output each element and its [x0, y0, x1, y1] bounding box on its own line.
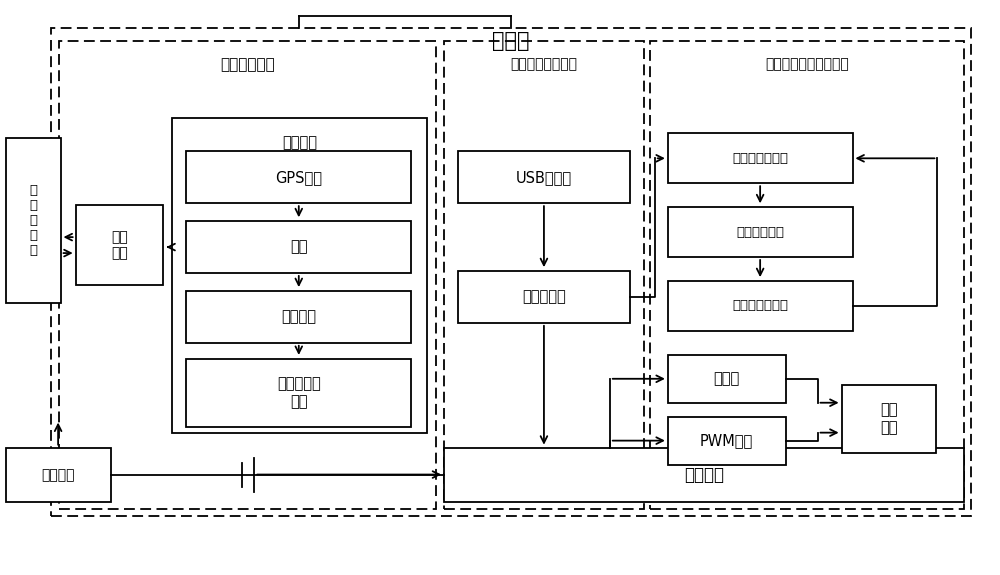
- Bar: [668, 207, 853, 257]
- Bar: [6, 139, 61, 303]
- Text: 地
面
控
制
站: 地 面 控 制 站: [29, 184, 37, 257]
- Bar: [59, 41, 436, 509]
- Text: 无刷电机: 无刷电机: [281, 309, 316, 324]
- Bar: [668, 281, 853, 331]
- Text: 传感采集处理系统: 传感采集处理系统: [510, 58, 577, 71]
- Bar: [444, 447, 964, 503]
- Text: 视频解码器: 视频解码器: [522, 289, 566, 305]
- Bar: [186, 359, 411, 427]
- Text: 电调: 电调: [290, 240, 308, 255]
- Bar: [186, 291, 411, 343]
- Text: 姿态反馈元器件: 姿态反馈元器件: [732, 300, 788, 312]
- Bar: [458, 271, 630, 323]
- Bar: [6, 447, 111, 503]
- Bar: [186, 221, 411, 273]
- Bar: [458, 151, 630, 203]
- Text: 飞行主控系统: 飞行主控系统: [220, 58, 275, 72]
- Text: 二轴云台控制板: 二轴云台控制板: [732, 152, 788, 165]
- Text: 旋转伺服电机: 旋转伺服电机: [736, 225, 784, 239]
- Text: 离心
喷头: 离心 喷头: [880, 402, 898, 435]
- Bar: [668, 417, 786, 465]
- Text: PWM模块: PWM模块: [700, 433, 753, 448]
- Text: USB摄像头: USB摄像头: [516, 170, 572, 185]
- Text: 无人机: 无人机: [492, 30, 530, 51]
- Bar: [842, 385, 936, 453]
- Text: 供电装置: 供电装置: [41, 468, 75, 482]
- Bar: [186, 151, 411, 203]
- Text: 隔膜泵: 隔膜泵: [714, 371, 740, 386]
- Bar: [51, 28, 971, 516]
- Text: 无线
模块: 无线 模块: [111, 230, 128, 260]
- Bar: [668, 133, 853, 183]
- Bar: [650, 41, 964, 509]
- Text: 对靶喷雾流量控制系统: 对靶喷雾流量控制系统: [765, 58, 849, 71]
- Text: GPS模块: GPS模块: [275, 170, 322, 185]
- Text: 工控主板: 工控主板: [684, 466, 724, 484]
- Bar: [76, 205, 163, 285]
- Text: 惯性姿态传
感器: 惯性姿态传 感器: [277, 377, 321, 409]
- Text: 飞控主板: 飞控主板: [282, 135, 317, 151]
- Bar: [444, 41, 644, 509]
- Bar: [172, 118, 427, 432]
- Bar: [668, 355, 786, 402]
